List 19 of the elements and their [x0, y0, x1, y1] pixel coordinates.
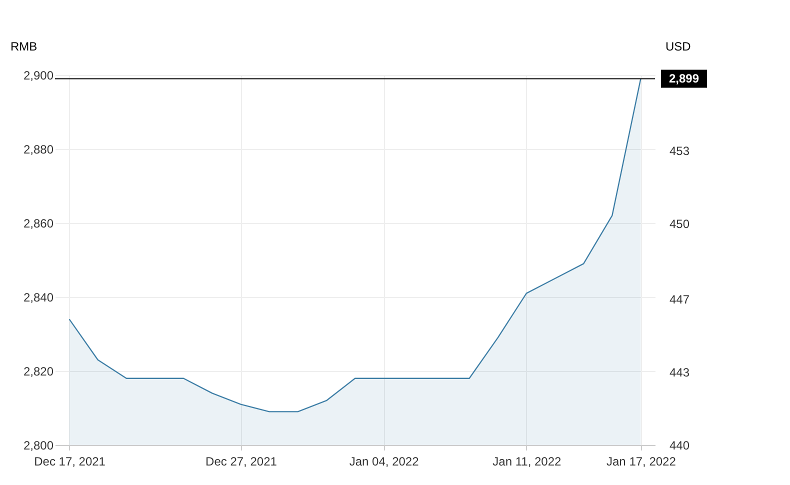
y2-tick-label: 453 — [670, 144, 690, 158]
x-tick-label: Jan 04, 2022 — [349, 454, 420, 468]
y-tick-label: 2,860 — [23, 216, 54, 230]
ref-line-label: 2,899 — [668, 72, 700, 86]
y2-tick-label: 440 — [670, 438, 690, 452]
y-axis-title: RMB — [10, 40, 38, 54]
y2-tick-label: 447 — [670, 292, 690, 306]
x-tick-label: Dec 27, 2021 — [206, 454, 278, 468]
y-tick-label: 2,880 — [23, 142, 54, 156]
y2-axis-title: USD — [666, 40, 692, 54]
x-tick-label: Jan 17, 2022 — [606, 454, 676, 468]
y-tick-label: 2,820 — [23, 364, 54, 378]
y2-tick-label: 443 — [670, 365, 690, 380]
y-tick-label: 2,900 — [23, 68, 54, 82]
y2-tick-label: 450 — [670, 216, 690, 231]
y-tick-label: 2,840 — [23, 290, 54, 304]
x-tick-label: Jan 11, 2022 — [492, 454, 562, 468]
y-tick-label: 2,800 — [23, 438, 54, 452]
x-tick-label: Dec 17, 2021 — [34, 454, 106, 468]
